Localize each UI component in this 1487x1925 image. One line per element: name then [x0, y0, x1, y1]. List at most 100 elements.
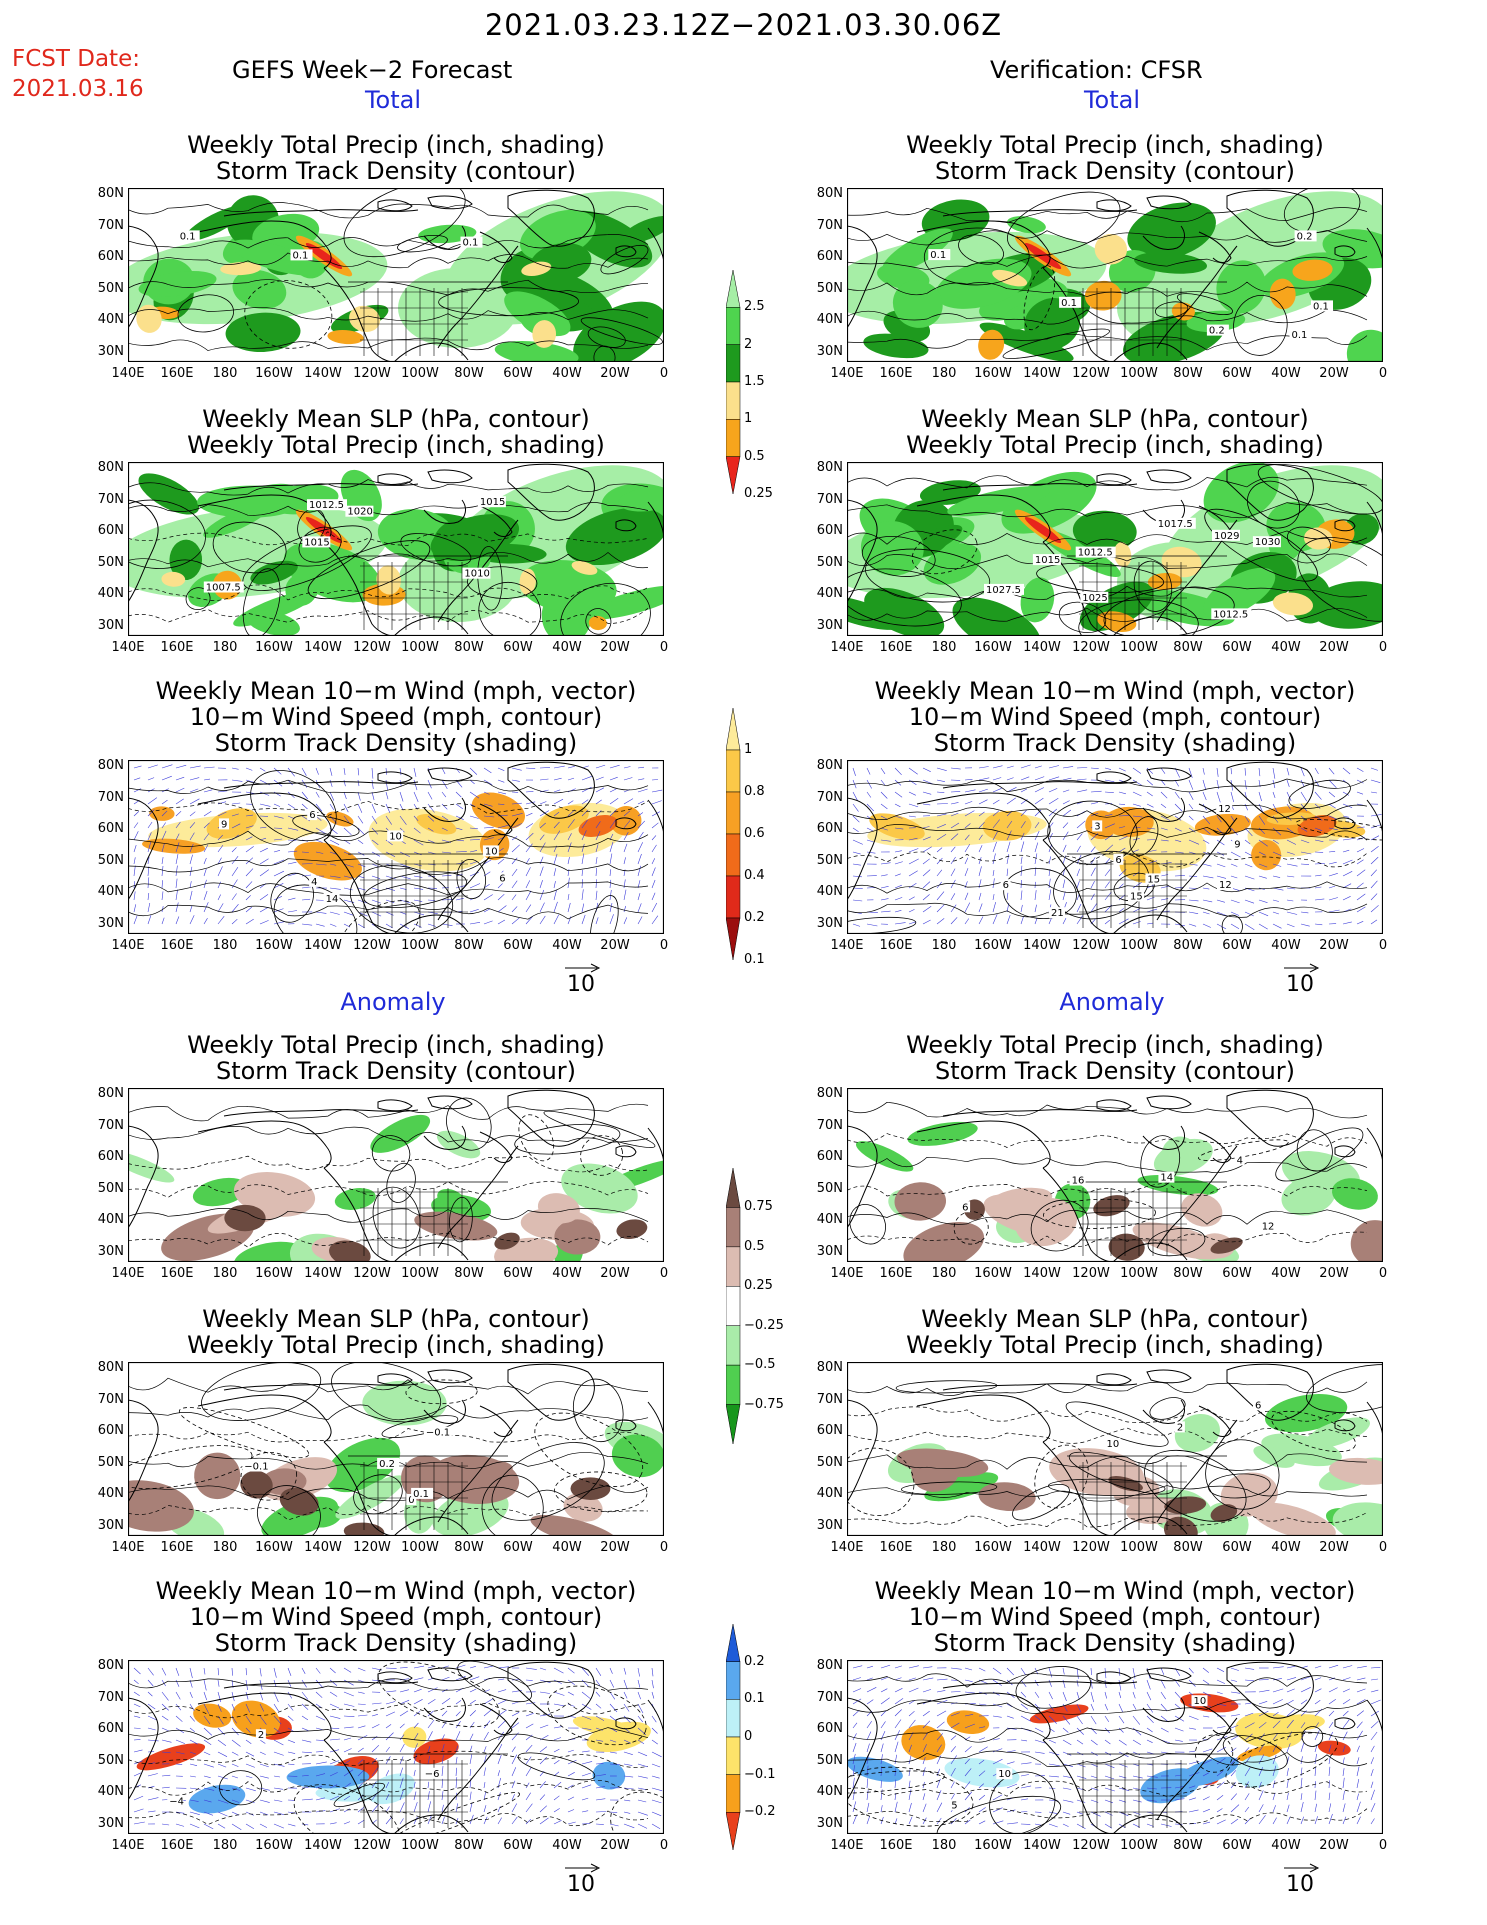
colorbar-swatch — [726, 1207, 741, 1248]
wind-vector — [175, 1751, 185, 1755]
wind-vector — [1076, 767, 1088, 769]
wind-vector — [880, 910, 891, 913]
wind-vector — [1342, 1816, 1347, 1825]
wind-vector — [1230, 1818, 1239, 1825]
contour-line — [846, 1699, 1368, 1715]
contour-label: 1030 — [1255, 537, 1280, 548]
wind-vector — [175, 878, 178, 889]
wind-vector — [1230, 851, 1241, 858]
map-panel-4: 0.1 0.1 0.1 0.2 0.1 0.2 — [827, 183, 1403, 379]
precip-anomaly-dry — [554, 1219, 601, 1255]
coastline-segment — [1226, 1363, 1314, 1421]
contour-label: 0.1 — [1313, 301, 1329, 312]
wind-vector — [147, 788, 155, 793]
wind-vector — [866, 1743, 870, 1753]
contour-line — [127, 1208, 649, 1223]
coastline-segment — [223, 1383, 419, 1391]
left-heading: GEFS Week−2 Forecast — [232, 56, 513, 84]
wind-vector — [866, 1731, 872, 1741]
wind-vector — [245, 1775, 253, 1779]
contour-line — [1198, 1139, 1289, 1161]
colorbar-swatch — [726, 1325, 741, 1366]
contour-label: 1025 — [1082, 593, 1107, 604]
lat-tick-label: 30N — [816, 618, 843, 633]
wind-vector — [1202, 1772, 1209, 1777]
wind-vector — [1300, 1777, 1303, 1789]
wind-vector — [441, 1816, 445, 1825]
coastlines — [846, 1661, 1384, 1835]
wind-vector — [1216, 1819, 1226, 1825]
wind-vector — [1202, 923, 1211, 928]
wind-vector — [1272, 1711, 1279, 1717]
wind-vector — [329, 767, 333, 776]
storm-anomaly-neg — [944, 1758, 1020, 1788]
wind-vector — [525, 1782, 530, 1789]
wind-vector — [259, 826, 267, 829]
panel-title-4-line2: Storm Track Density (contour) — [934, 157, 1296, 185]
contour-line — [1012, 1483, 1070, 1521]
wind-vector — [315, 1751, 324, 1753]
wind-vector — [1174, 875, 1185, 877]
map-panel-12: 10 10 5 — [813, 1659, 1384, 1845]
wind-vector — [189, 1667, 193, 1679]
wind-vector — [978, 1667, 986, 1672]
wind-vector — [922, 1677, 934, 1681]
wind-vector — [637, 766, 645, 769]
storm-cell — [1104, 806, 1154, 838]
lon-tick-label: 100W — [401, 1266, 439, 1281]
contour-line — [127, 337, 649, 351]
wind-vector — [922, 826, 930, 829]
wind-vector — [539, 822, 546, 829]
wind-vector — [175, 1715, 183, 1722]
wind-vector — [357, 827, 365, 835]
wind-vector — [1286, 1665, 1296, 1669]
wind-vector — [203, 766, 215, 769]
wind-vector — [1104, 844, 1114, 853]
wind-vector — [133, 1749, 143, 1753]
wind-vector — [1258, 1754, 1265, 1765]
lat-tick-label: 70N — [97, 790, 124, 805]
wind-vector — [1244, 1747, 1250, 1753]
wind-vector — [301, 1691, 309, 1700]
wind-vector — [1356, 1766, 1360, 1777]
wind-vector — [1356, 1793, 1359, 1801]
wind-vector — [964, 843, 971, 853]
wind-vector — [371, 1781, 377, 1789]
coastline-segment — [942, 781, 1138, 789]
wind-vector — [231, 813, 239, 817]
contour-label-bg — [1252, 536, 1281, 548]
precip-cell — [225, 312, 301, 353]
wind-vector — [623, 1739, 631, 1744]
wind-vector — [1272, 827, 1282, 836]
wind-vector — [497, 1731, 504, 1741]
wind-vector — [1244, 767, 1246, 776]
wind-vector — [964, 1746, 972, 1753]
lon-tick-label: 100W — [1120, 938, 1158, 953]
wind-vector — [894, 873, 901, 877]
contour-line — [477, 546, 503, 611]
wind-vector — [936, 779, 945, 782]
precip-cell — [138, 271, 217, 298]
wind-vector — [1160, 827, 1168, 831]
lon-tick-label: 120W — [353, 640, 391, 655]
wind-vector — [273, 1811, 285, 1815]
wind-vector — [936, 1733, 944, 1741]
wind-vector — [161, 1739, 172, 1743]
wind-vector — [483, 1782, 486, 1789]
wind-vector — [539, 866, 544, 877]
wind-vector — [1118, 1811, 1129, 1817]
wind-vector — [894, 1768, 897, 1777]
wind-vector — [595, 917, 599, 925]
lat-tick-label: 80N — [97, 1086, 124, 1101]
coastline-segment — [427, 195, 473, 210]
wind-vector — [553, 798, 564, 805]
wind-vector — [609, 903, 613, 913]
contour-line — [467, 566, 538, 599]
wind-vector — [852, 1789, 856, 1801]
precip-heavy — [1147, 572, 1183, 590]
lat-tick-label: 80N — [97, 186, 124, 201]
lon-tick-label: 120W — [353, 1838, 391, 1853]
wind-vector — [894, 1709, 902, 1717]
wind-vector — [217, 1823, 226, 1829]
map-svg-7 — [106, 1087, 681, 1282]
